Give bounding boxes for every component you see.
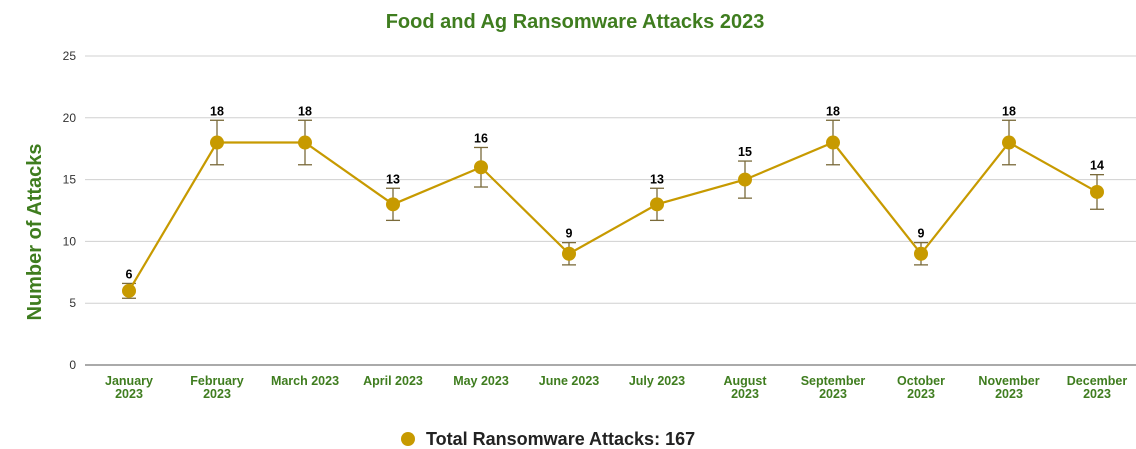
gridlines bbox=[85, 55, 1136, 366]
data-point[interactable] bbox=[1090, 184, 1104, 199]
data-point[interactable] bbox=[210, 135, 224, 150]
x-tick-label-line: May 2023 bbox=[453, 374, 509, 388]
x-tick-label: April 2023 bbox=[363, 374, 423, 388]
x-tick-label-line: September bbox=[801, 374, 866, 388]
y-tick-label: 5 bbox=[69, 296, 76, 310]
x-tick-label-line: July 2023 bbox=[629, 374, 685, 388]
x-tick-label-line: 2023 bbox=[819, 387, 847, 401]
x-tick-label: January 2023 bbox=[105, 374, 153, 401]
data-label: 9 bbox=[918, 227, 925, 241]
x-tick-label-line: January bbox=[105, 374, 153, 388]
x-tick-label: November 2023 bbox=[978, 374, 1039, 401]
x-tick-label-line: March 2023 bbox=[271, 374, 339, 388]
x-tick-label-line: 2023 bbox=[203, 387, 231, 401]
data-label: 18 bbox=[1002, 104, 1016, 118]
y-tick-label: 20 bbox=[63, 111, 77, 125]
series-line bbox=[128, 141, 1098, 292]
data-point[interactable] bbox=[826, 135, 840, 150]
data-label: 18 bbox=[210, 104, 224, 118]
y-tick-label: 15 bbox=[63, 173, 77, 187]
y-axis-label: Number of Attacks bbox=[24, 143, 46, 320]
chart-title: Food and Ag Ransomware Attacks 2023 bbox=[386, 11, 765, 33]
x-tick-label-line: November bbox=[978, 374, 1039, 388]
x-tick-label: December 2023 bbox=[1067, 374, 1128, 401]
x-tick-label: March 2023 bbox=[271, 374, 339, 388]
x-tick-label: October 2023 bbox=[897, 374, 945, 401]
x-tick-label-line: 2023 bbox=[995, 387, 1023, 401]
data-label: 9 bbox=[566, 227, 573, 241]
data-point[interactable] bbox=[386, 197, 400, 212]
data-point[interactable] bbox=[650, 197, 664, 212]
x-tick-label-line: 2023 bbox=[731, 387, 759, 401]
x-tick-label: May 2023 bbox=[453, 374, 509, 388]
data-label: 13 bbox=[386, 172, 400, 186]
x-tick-label-line: December bbox=[1067, 374, 1128, 388]
data-point[interactable] bbox=[122, 283, 136, 298]
y-tick-label: 10 bbox=[63, 234, 77, 248]
y-tick-label: 25 bbox=[63, 49, 77, 63]
data-point[interactable] bbox=[914, 246, 928, 261]
data-labels: 6 18 18 13 16 9 13 15 18 9 18 14 bbox=[126, 104, 1104, 281]
x-tick-label-line: April 2023 bbox=[363, 374, 423, 388]
data-points bbox=[122, 135, 1104, 298]
x-tick-label-line: February bbox=[190, 374, 244, 388]
x-tick-label-line: 2023 bbox=[1083, 387, 1111, 401]
y-axis-ticks: 0 5 10 15 20 25 bbox=[63, 49, 77, 372]
x-tick-label-line: October bbox=[897, 374, 945, 388]
x-tick-label: February 2023 bbox=[190, 374, 244, 401]
x-tick-label: June 2023 bbox=[539, 374, 600, 388]
x-tick-label-line: June 2023 bbox=[539, 374, 600, 388]
data-label: 16 bbox=[474, 131, 488, 145]
x-tick-label: September 2023 bbox=[801, 374, 866, 401]
data-label: 6 bbox=[126, 267, 133, 281]
legend-marker bbox=[401, 432, 415, 446]
x-tick-label: July 2023 bbox=[629, 374, 685, 388]
data-point[interactable] bbox=[738, 172, 752, 187]
x-tick-label-line: 2023 bbox=[115, 387, 143, 401]
legend-label: Total Ransomware Attacks: 167 bbox=[426, 429, 695, 449]
data-point[interactable] bbox=[1002, 135, 1016, 150]
data-label: 18 bbox=[298, 104, 312, 118]
y-tick-label: 0 bbox=[69, 358, 76, 372]
data-point[interactable] bbox=[298, 135, 312, 150]
x-tick-label-line: 2023 bbox=[907, 387, 935, 401]
data-point[interactable] bbox=[474, 160, 488, 175]
legend[interactable]: Total Ransomware Attacks: 167 bbox=[401, 429, 695, 449]
data-label: 15 bbox=[738, 145, 752, 159]
data-label: 13 bbox=[650, 172, 664, 186]
x-tick-label: August 2023 bbox=[723, 374, 767, 401]
data-label: 18 bbox=[826, 104, 840, 118]
data-label: 14 bbox=[1090, 159, 1104, 173]
data-point[interactable] bbox=[562, 246, 576, 261]
x-tick-label-line: August bbox=[723, 374, 767, 388]
